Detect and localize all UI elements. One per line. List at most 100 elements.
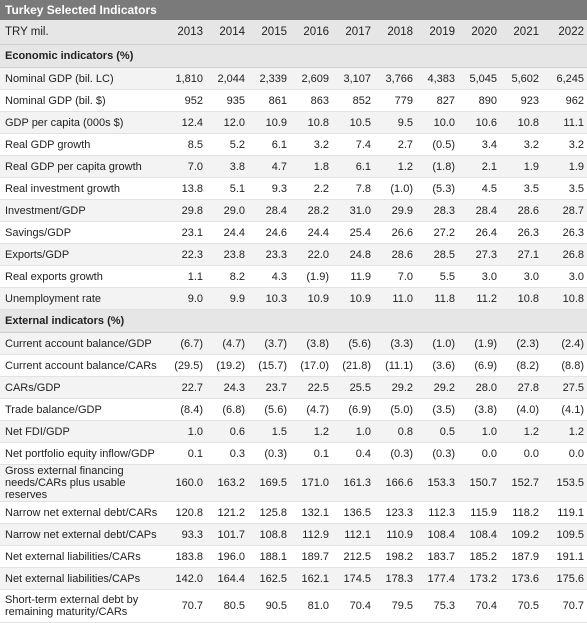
table-cell: (0.3) xyxy=(416,442,458,465)
table-cell: (1.0) xyxy=(416,332,458,355)
table-cell: 962 xyxy=(542,89,587,112)
table-cell: 23.8 xyxy=(206,243,248,266)
table-cell: 153.3 xyxy=(416,464,458,502)
table-cell: 119.1 xyxy=(542,501,587,524)
table-cell: 27.1 xyxy=(500,243,542,266)
table-cell: 28.4 xyxy=(458,199,500,222)
table-cell: 1,810 xyxy=(164,67,206,90)
table-cell: (8.4) xyxy=(164,398,206,421)
section-title: Economic indicators (%) xyxy=(0,44,587,68)
table-cell: 5,045 xyxy=(458,67,500,90)
table-cell: 4.5 xyxy=(458,177,500,200)
table-cell: 164.4 xyxy=(206,567,248,590)
row-label: Investment/GDP xyxy=(0,199,164,222)
table-cell: 28.2 xyxy=(290,199,332,222)
table-cell: 3.8 xyxy=(206,155,248,178)
year-header: 2019 xyxy=(416,20,458,45)
table-cell: 10.6 xyxy=(458,111,500,134)
table-row: Current account balance/GDP (6.7) (4.7) (3.… xyxy=(0,332,587,355)
table-cell: 827 xyxy=(416,89,458,112)
row-label: Net portfolio equity inflow/GDP xyxy=(0,442,164,465)
table-cell: (5.6) xyxy=(248,398,290,421)
table-cell: 5.1 xyxy=(206,177,248,200)
row-label: Net FDI/GDP xyxy=(0,420,164,443)
table-cell: 169.5 xyxy=(248,464,290,502)
table-cell: 90.5 xyxy=(248,589,290,623)
table-cell: 22.0 xyxy=(290,243,332,266)
table-cell: 28.6 xyxy=(374,243,416,266)
table-cell: 0.4 xyxy=(332,442,374,465)
year-header: 2018 xyxy=(374,20,416,45)
row-label: CARs/GDP xyxy=(0,376,164,399)
table-cell: 852 xyxy=(332,89,374,112)
table-cell: 4,383 xyxy=(416,67,458,90)
table-cell: 13.8 xyxy=(164,177,206,200)
table-cell: 11.0 xyxy=(374,287,416,310)
year-header: 2014 xyxy=(206,20,248,45)
table-cell: 163.2 xyxy=(206,464,248,502)
table-cell: 3.0 xyxy=(542,265,587,288)
table-cell: 109.5 xyxy=(542,523,587,546)
table-cell: 136.5 xyxy=(332,501,374,524)
table-cell: 10.0 xyxy=(416,111,458,134)
table-cell: (1.9) xyxy=(458,332,500,355)
table-cell: 142.0 xyxy=(164,567,206,590)
table-cell: 3.5 xyxy=(500,177,542,200)
table-cell: 80.5 xyxy=(206,589,248,623)
table-cell: 125.8 xyxy=(248,501,290,524)
year-header: 2015 xyxy=(248,20,290,45)
table-cell: 10.3 xyxy=(248,287,290,310)
table-cell: 5.2 xyxy=(206,133,248,156)
table-cell: 27.8 xyxy=(500,376,542,399)
table-cell: 79.5 xyxy=(374,589,416,623)
table-cell: 108.4 xyxy=(458,523,500,546)
table-cell: 70.4 xyxy=(332,589,374,623)
table-cell: 22.3 xyxy=(164,243,206,266)
table-cell: (8.2) xyxy=(500,354,542,377)
table-cell: 1.9 xyxy=(542,155,587,178)
table-cell: 28.6 xyxy=(500,199,542,222)
table-cell: 2.2 xyxy=(290,177,332,200)
table-cell: 173.6 xyxy=(500,567,542,590)
table-cell: (6.8) xyxy=(206,398,248,421)
table-body: TRY mil. 2013 2014 2015 2016 2017 2018 2… xyxy=(0,20,587,623)
table-row: Trade balance/GDP (8.4) (6.8) (5.6) (4.7) (6.… xyxy=(0,398,587,421)
table-cell: 4.3 xyxy=(248,265,290,288)
table-cell: 120.8 xyxy=(164,501,206,524)
table-row: Real GDP per capita growth 7.0 3.8 4.7 1.8 6.… xyxy=(0,155,587,178)
table-cell: 173.2 xyxy=(458,567,500,590)
table-cell: 27.2 xyxy=(416,221,458,244)
table-cell: 3.4 xyxy=(458,133,500,156)
row-label: Net external liabilities/CARs xyxy=(0,545,164,568)
table-row: CARs/GDP 22.7 24.3 23.7 22.5 25.5 29.2 29.2 28.0… xyxy=(0,376,587,399)
row-label: Real exports growth xyxy=(0,265,164,288)
row-label: Exports/GDP xyxy=(0,243,164,266)
row-label: Net external liabilities/CAPs xyxy=(0,567,164,590)
table-cell: 1.2 xyxy=(374,155,416,178)
table-row: Net FDI/GDP 1.0 0.6 1.5 1.2 1.0 0.8 0.5 1.0 1.2 1.… xyxy=(0,420,587,443)
table-cell: 861 xyxy=(248,89,290,112)
table-cell: 75.3 xyxy=(416,589,458,623)
table-cell: 178.3 xyxy=(374,567,416,590)
table-cell: 112.9 xyxy=(290,523,332,546)
table-cell: 3.2 xyxy=(500,133,542,156)
table-cell: 2,339 xyxy=(248,67,290,90)
table-cell: (29.5) xyxy=(164,354,206,377)
table-cell: 1.2 xyxy=(542,420,587,443)
table-cell: 112.1 xyxy=(332,523,374,546)
table-cell: (5.6) xyxy=(332,332,374,355)
table-cell: 0.5 xyxy=(416,420,458,443)
table-cell: 3.2 xyxy=(290,133,332,156)
table-cell: 0.0 xyxy=(500,442,542,465)
row-label: Trade balance/GDP xyxy=(0,398,164,421)
row-label: Savings/GDP xyxy=(0,221,164,244)
table-cell: (0.3) xyxy=(374,442,416,465)
table-cell: 10.8 xyxy=(500,111,542,134)
table-cell: 112.3 xyxy=(416,501,458,524)
section-header-row: Economic indicators (%) xyxy=(0,44,587,68)
table-cell: 8.5 xyxy=(164,133,206,156)
table-cell: (1.9) xyxy=(290,265,332,288)
table-cell: 198.2 xyxy=(374,545,416,568)
table-cell: 27.5 xyxy=(542,376,587,399)
table-cell: 101.7 xyxy=(206,523,248,546)
